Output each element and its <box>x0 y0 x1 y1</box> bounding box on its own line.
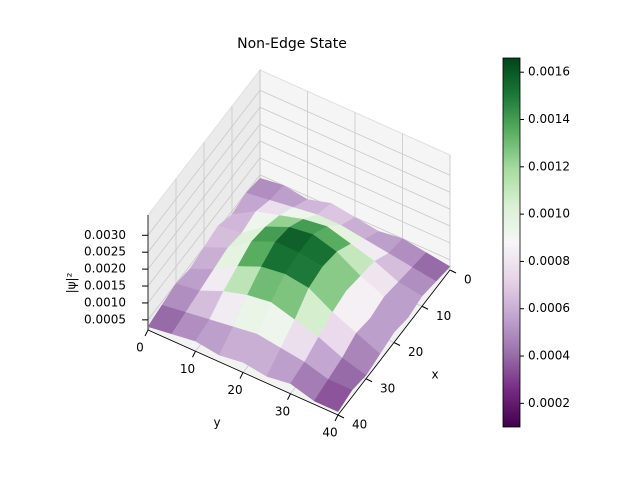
grid-line <box>147 90 261 236</box>
x-tick-label: 0 <box>464 273 472 287</box>
z-tick-label: 0.0025 <box>84 245 126 259</box>
surface-patch <box>313 379 353 412</box>
z-tick-label: 0.0030 <box>84 228 126 242</box>
grid-line <box>259 123 451 210</box>
z-tick-label: 0.0020 <box>84 262 126 276</box>
colorbar-tick-label: 0.0008 <box>528 254 570 268</box>
colorbar-tick-label: 0.0006 <box>528 301 570 315</box>
z-tick-label: 0.0010 <box>84 295 126 309</box>
y-tick-label: 30 <box>275 404 290 418</box>
x-tick-label: 10 <box>436 309 451 323</box>
y-tick-label: 10 <box>180 362 195 376</box>
y-tick-label: 0 <box>136 341 144 355</box>
x-tick-label: 30 <box>380 381 395 395</box>
grid-line <box>259 140 451 227</box>
y-tick <box>287 393 291 400</box>
colorbar <box>502 57 521 428</box>
y-tick-label: 20 <box>227 383 242 397</box>
grid-line <box>259 106 451 193</box>
grid-line <box>147 106 261 253</box>
y-tick <box>334 414 339 422</box>
x-tick <box>337 414 345 419</box>
axis-line <box>147 329 339 416</box>
x-tick <box>421 305 429 310</box>
x-axis-label: x <box>431 368 438 382</box>
y-axis-label: y <box>213 416 220 430</box>
x-tick <box>449 269 457 274</box>
y-tick <box>144 329 149 337</box>
y-tick-label: 40 <box>322 426 337 440</box>
colorbar-tick-label: 0.0016 <box>528 65 570 79</box>
z-axis-label: |ψ|² <box>65 272 79 293</box>
grid-line <box>259 89 451 176</box>
colorbar-tick-label: 0.0002 <box>528 396 570 410</box>
chart-title: Non-Edge State <box>237 36 347 52</box>
y-tick <box>192 351 196 358</box>
x-tick-label: 20 <box>408 345 423 359</box>
y-tick <box>239 372 244 379</box>
grid-line <box>147 123 261 270</box>
colorbar-tick-label: 0.0010 <box>528 207 570 221</box>
x-tick <box>365 378 373 383</box>
z-tick-label: 0.0005 <box>84 312 126 326</box>
colorbar-tick-label: 0.0004 <box>528 349 570 363</box>
grid-line <box>147 140 261 287</box>
x-tick <box>393 342 401 346</box>
colorbar-tick-label: 0.0012 <box>528 159 570 173</box>
z-tick-label: 0.0015 <box>84 279 126 293</box>
x-tick-label: 40 <box>352 418 367 432</box>
grid-line <box>147 157 261 304</box>
colorbar-tick-label: 0.0014 <box>528 112 570 126</box>
grid-line <box>259 157 451 244</box>
axis-line <box>337 269 451 416</box>
